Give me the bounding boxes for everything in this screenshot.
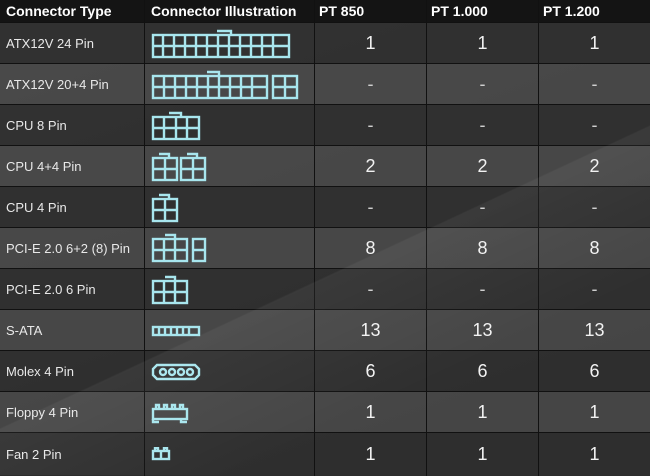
header-model-2: PT 1.000 — [426, 0, 538, 22]
connector-type-label: Molex 4 Pin — [6, 364, 74, 379]
table-row: PCI-E 2.0 6+2 (8) Pin 8 8 8 — [0, 227, 650, 269]
table-row: ATX12V 20+4 Pin - - - — [0, 63, 650, 105]
count-model-1: 1 — [314, 23, 426, 64]
count-model-2: 13 — [426, 310, 538, 351]
connector-illustration — [144, 351, 314, 392]
connector-type-label: ATX12V 24 Pin — [6, 36, 94, 51]
count-model-3: - — [538, 105, 650, 146]
header-model-3: PT 1.200 — [538, 0, 650, 22]
connector-type-label: S-ATA — [6, 323, 43, 338]
connector-type-label: PCI-E 2.0 6 Pin — [6, 282, 96, 297]
connector-illustration — [144, 269, 314, 310]
connector-type-label: Fan 2 Pin — [6, 447, 62, 462]
table-row: Fan 2 Pin 1 1 1 — [0, 432, 650, 476]
count-model-1: - — [314, 105, 426, 146]
count-model-2: - — [426, 187, 538, 228]
cpu-8-pin-icon — [151, 111, 201, 140]
count-model-3: 1 — [538, 392, 650, 433]
connector-illustration — [144, 433, 314, 476]
connector-type-label: CPU 8 Pin — [6, 118, 67, 133]
count-model-3: - — [538, 269, 650, 310]
connector-type-label: CPU 4+4 Pin — [6, 159, 82, 174]
table-row: Floppy 4 Pin 1 1 1 — [0, 391, 650, 433]
connector-illustration — [144, 23, 314, 64]
count-model-2: 6 — [426, 351, 538, 392]
cpu-4-4-pin-icon — [151, 152, 207, 181]
count-model-2: - — [426, 269, 538, 310]
connector-illustration — [144, 392, 314, 433]
count-model-2: 8 — [426, 228, 538, 269]
count-model-1: 2 — [314, 146, 426, 187]
connector-type-label: CPU 4 Pin — [6, 200, 67, 215]
count-model-1: 13 — [314, 310, 426, 351]
connector-type-label: ATX12V 20+4 Pin — [6, 77, 109, 92]
count-model-1: 1 — [314, 433, 426, 476]
table-header: Connector Type Connector Illustration PT… — [0, 0, 650, 22]
connector-illustration — [144, 146, 314, 187]
count-model-3: - — [538, 187, 650, 228]
connector-type-label: Floppy 4 Pin — [6, 405, 79, 420]
pcie-6-pin-icon — [151, 275, 189, 304]
fan-2-pin-icon — [151, 446, 171, 460]
cpu-4-pin-icon — [151, 193, 179, 222]
connector-illustration — [144, 310, 314, 351]
count-model-1: 8 — [314, 228, 426, 269]
count-model-2: 1 — [426, 392, 538, 433]
table-row: CPU 8 Pin - - - — [0, 104, 650, 146]
count-model-2: - — [426, 64, 538, 105]
count-model-2: - — [426, 105, 538, 146]
count-model-3: - — [538, 64, 650, 105]
atx-24-pin-icon — [151, 29, 291, 58]
molex-4-pin-icon — [151, 363, 201, 380]
floppy-4-pin-icon — [151, 403, 189, 423]
count-model-1: - — [314, 187, 426, 228]
sata-icon — [151, 325, 201, 336]
table-row: ATX12V 24 Pin 1 1 1 — [0, 22, 650, 64]
table-row: CPU 4 Pin - - - — [0, 186, 650, 228]
table-row: S-ATA 13 13 13 — [0, 309, 650, 351]
count-model-3: 13 — [538, 310, 650, 351]
connector-type-label: PCI-E 2.0 6+2 (8) Pin — [6, 241, 130, 256]
connector-illustration — [144, 64, 314, 105]
header-model-1: PT 850 — [314, 0, 426, 22]
count-model-1: - — [314, 64, 426, 105]
count-model-1: 1 — [314, 392, 426, 433]
count-model-3: 8 — [538, 228, 650, 269]
header-connector-type: Connector Type — [6, 3, 112, 19]
connector-illustration — [144, 105, 314, 146]
count-model-2: 1 — [426, 23, 538, 64]
count-model-3: 2 — [538, 146, 650, 187]
count-model-2: 2 — [426, 146, 538, 187]
count-model-3: 6 — [538, 351, 650, 392]
connector-illustration — [144, 187, 314, 228]
pcie-6-2-pin-icon — [151, 233, 207, 262]
table-row: Molex 4 Pin 6 6 6 — [0, 350, 650, 392]
atx-20-4-pin-icon — [151, 70, 299, 99]
count-model-3: 1 — [538, 433, 650, 476]
table-row: PCI-E 2.0 6 Pin - - - — [0, 268, 650, 310]
count-model-2: 1 — [426, 433, 538, 476]
count-model-3: 1 — [538, 23, 650, 64]
count-model-1: - — [314, 269, 426, 310]
table-row: CPU 4+4 Pin 2 2 2 — [0, 145, 650, 187]
count-model-1: 6 — [314, 351, 426, 392]
connector-illustration — [144, 228, 314, 269]
header-connector-illustration: Connector Illustration — [144, 0, 314, 22]
